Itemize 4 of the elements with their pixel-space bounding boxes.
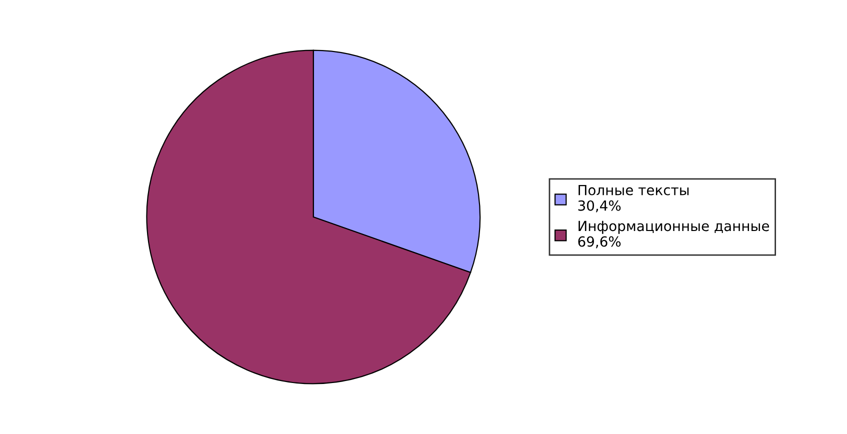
legend-label: Информационные данные — [578, 220, 770, 234]
data-label: 69,6% — [578, 236, 621, 248]
data-label: 30,4% — [578, 200, 621, 212]
legend-label: Полные тексты — [578, 184, 689, 196]
